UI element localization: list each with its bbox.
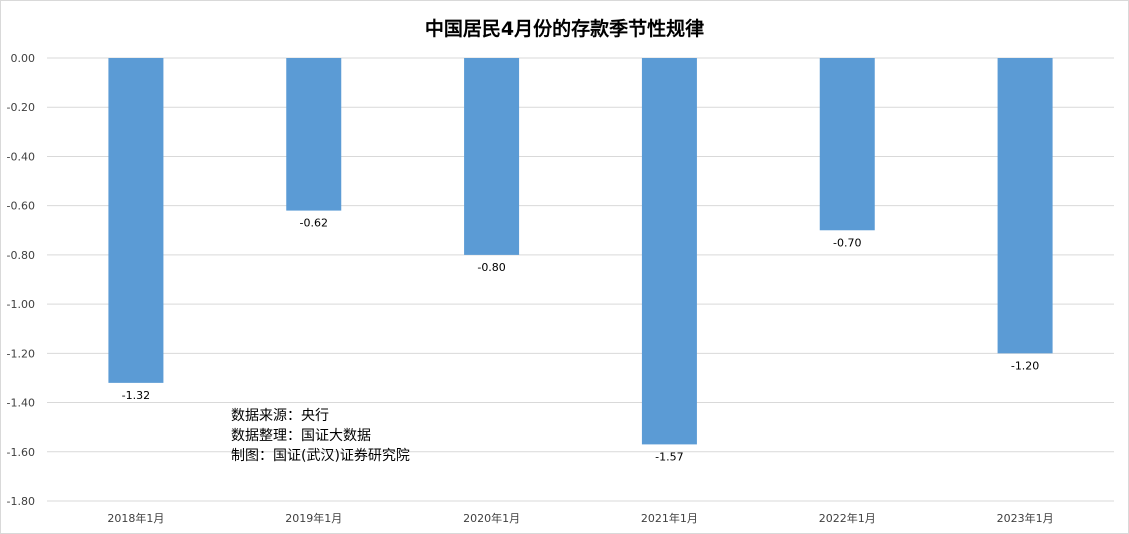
bar (108, 58, 164, 383)
chart-title: 中国居民4月份的存款季节性规律 (424, 18, 705, 40)
bar (641, 58, 697, 445)
bar-data-label: -1.32 (122, 389, 150, 402)
y-tick-label: -1.80 (7, 495, 35, 508)
x-tick-label: 2020年1月 (463, 511, 520, 525)
x-tick-label: 2023年1月 (997, 511, 1054, 525)
y-tick-label: 0.00 (11, 52, 36, 65)
bar-data-label: -1.57 (655, 450, 683, 463)
y-tick-label: -1.20 (7, 347, 35, 360)
y-tick-label: -0.60 (7, 200, 35, 213)
source-line-chart-by: 制图：国证(武汉)证券研究院 (231, 448, 410, 464)
x-tick-label: 2022年1月 (819, 511, 876, 525)
y-tick-label: -0.80 (7, 249, 35, 262)
bar-data-label: -0.62 (300, 217, 328, 230)
bar (286, 58, 342, 211)
y-tick-label: -1.00 (7, 298, 35, 311)
bar-data-label: -0.70 (833, 236, 861, 249)
source-line-data-source: 数据来源：央行 (231, 408, 329, 424)
y-tick-label: -0.20 (7, 101, 35, 114)
y-tick-label: -1.60 (7, 446, 35, 459)
x-tick-label: 2018年1月 (107, 511, 164, 525)
bar-data-label: -0.80 (477, 261, 505, 274)
bar (997, 58, 1053, 354)
bar (819, 58, 875, 231)
source-annotation: 数据来源：央行 数据整理：国证大数据 制图：国证(武汉)证券研究院 (231, 406, 410, 466)
y-tick-label: -0.40 (7, 150, 35, 163)
x-tick-label: 2019年1月 (285, 511, 342, 525)
y-tick-label: -1.40 (7, 397, 35, 410)
bar-data-label: -1.20 (1011, 359, 1039, 372)
bar (464, 58, 520, 255)
source-line-data-compiled: 数据整理：国证大数据 (231, 428, 371, 444)
x-tick-label: 2021年1月 (641, 511, 698, 525)
